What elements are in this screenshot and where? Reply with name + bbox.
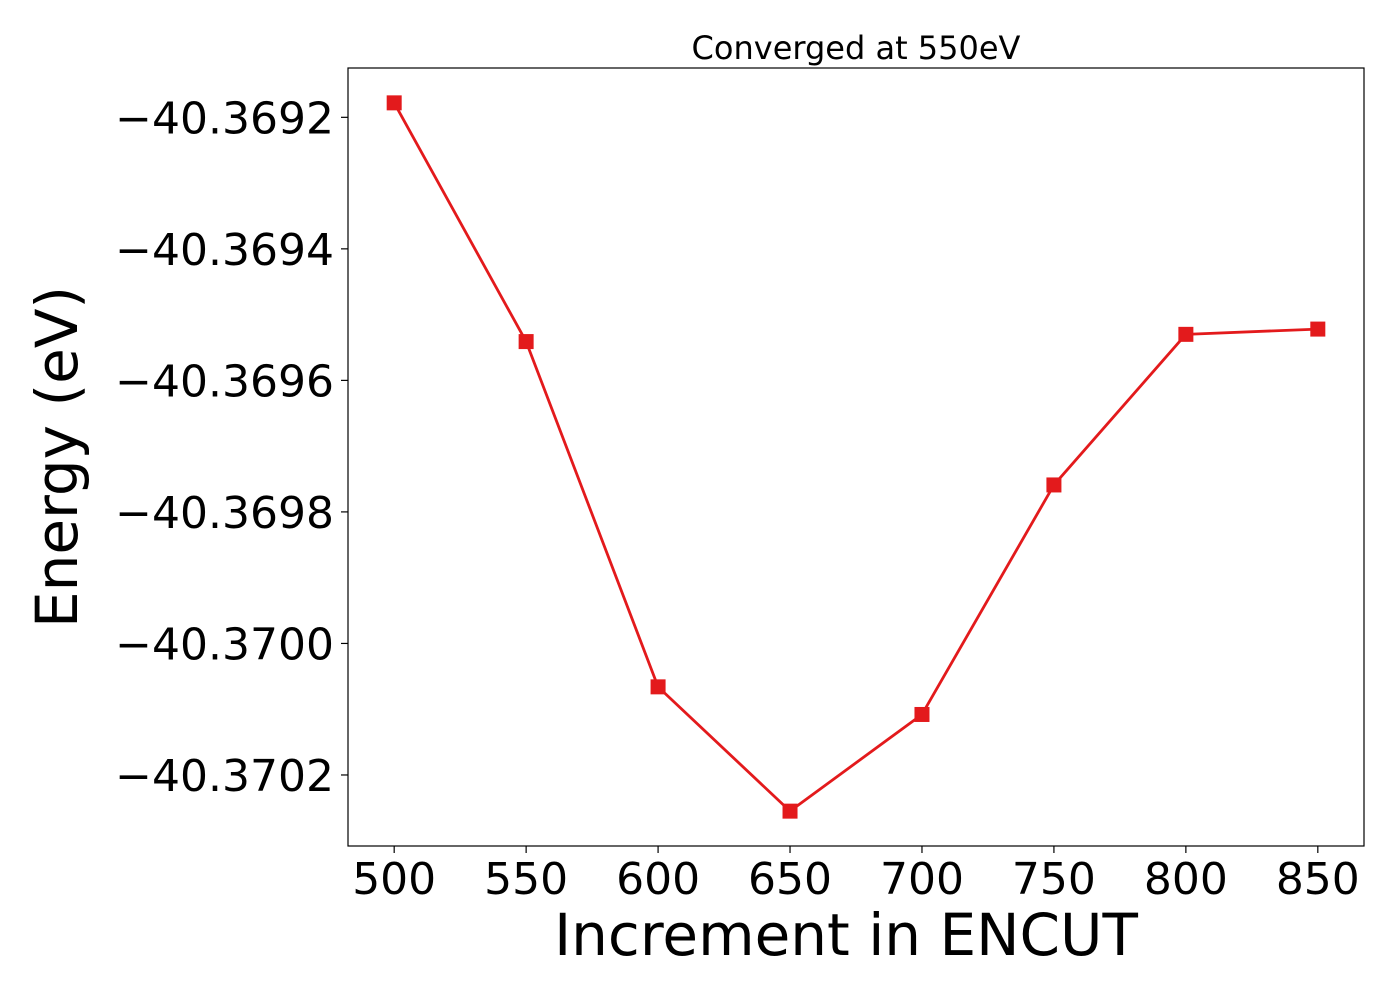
- y-axis: −40.3692 −40.3694 −40.3696 −40.3698 −40.3700…: [115, 93, 348, 802]
- data-point-marker: [1046, 477, 1062, 493]
- x-tick-label: 800: [1144, 854, 1228, 905]
- x-axis-label: Increment in ENCUT: [554, 901, 1138, 969]
- chart-title: Converged at 550eV: [692, 29, 1021, 67]
- x-tick-label: 750: [1012, 854, 1096, 905]
- x-tick-label: 700: [880, 854, 964, 905]
- data-point-marker: [650, 679, 666, 695]
- y-tick-label: −40.3700: [115, 619, 334, 670]
- x-tick-label: 650: [748, 854, 832, 905]
- y-axis-label: Energy (eV): [23, 286, 91, 628]
- y-tick-label: −40.3702: [115, 751, 334, 802]
- y-tick-label: −40.3692: [115, 93, 334, 144]
- x-tick-label: 550: [484, 854, 568, 905]
- data-point-marker: [914, 706, 930, 722]
- data-point-marker: [518, 334, 534, 350]
- x-axis: 500 550 600 650 700 750 800 850: [352, 846, 1360, 905]
- series-layer: [386, 95, 1326, 819]
- x-tick-label: 600: [616, 854, 700, 905]
- plot-area-frame: [347, 67, 1365, 847]
- y-tick-label: −40.3698: [115, 488, 334, 539]
- series-line: [392, 102, 1318, 813]
- y-tick-label: −40.3694: [115, 225, 334, 276]
- y-tick-label: −40.3696: [115, 356, 334, 407]
- data-point-marker: [782, 803, 798, 819]
- data-point-marker: [1310, 321, 1326, 337]
- data-point-marker: [386, 95, 402, 111]
- x-tick-label: 850: [1276, 854, 1360, 905]
- x-tick-label: 500: [352, 854, 436, 905]
- data-point-marker: [1178, 326, 1194, 342]
